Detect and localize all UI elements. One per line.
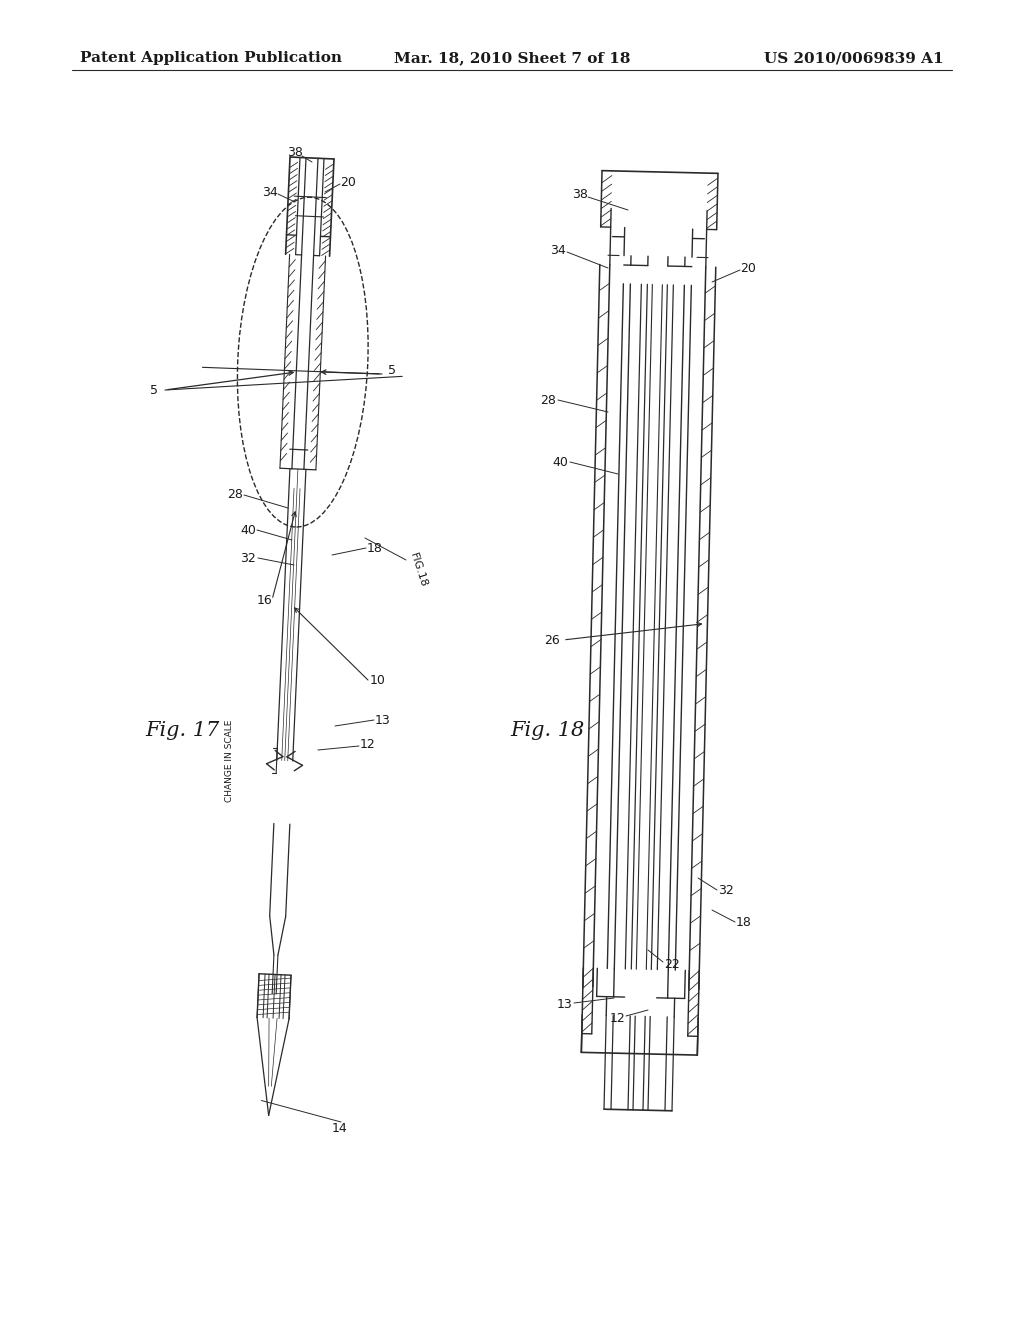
Text: 20: 20 bbox=[340, 176, 356, 189]
Text: 18: 18 bbox=[367, 541, 383, 554]
Text: 12: 12 bbox=[360, 738, 376, 751]
Text: 18: 18 bbox=[736, 916, 752, 928]
Text: 13: 13 bbox=[557, 998, 572, 1011]
Text: 38: 38 bbox=[572, 189, 588, 202]
Text: US 2010/0069839 A1: US 2010/0069839 A1 bbox=[764, 51, 944, 65]
Text: 20: 20 bbox=[740, 261, 756, 275]
Text: 38: 38 bbox=[287, 145, 303, 158]
Text: 13: 13 bbox=[375, 714, 391, 726]
Text: 26: 26 bbox=[544, 634, 560, 647]
Text: 14: 14 bbox=[332, 1122, 348, 1134]
Text: Patent Application Publication: Patent Application Publication bbox=[80, 51, 342, 65]
Text: FIG.18: FIG.18 bbox=[408, 552, 429, 589]
Text: 10: 10 bbox=[370, 673, 386, 686]
Text: Fig. 17: Fig. 17 bbox=[144, 721, 219, 739]
Text: Mar. 18, 2010 Sheet 7 of 18: Mar. 18, 2010 Sheet 7 of 18 bbox=[394, 51, 630, 65]
Text: 16: 16 bbox=[257, 594, 272, 606]
Text: 32: 32 bbox=[240, 552, 256, 565]
Text: 28: 28 bbox=[540, 393, 556, 407]
Text: 5: 5 bbox=[388, 363, 396, 376]
Text: 28: 28 bbox=[227, 488, 243, 502]
Text: 5: 5 bbox=[150, 384, 158, 396]
Text: 40: 40 bbox=[552, 455, 568, 469]
Text: Fig. 18: Fig. 18 bbox=[510, 721, 585, 739]
Text: 32: 32 bbox=[718, 883, 734, 896]
Text: 40: 40 bbox=[240, 524, 256, 536]
Text: 22: 22 bbox=[665, 958, 680, 972]
Text: 34: 34 bbox=[262, 186, 278, 198]
Text: 34: 34 bbox=[550, 243, 566, 256]
Text: CHANGE IN SCALE: CHANGE IN SCALE bbox=[225, 719, 234, 801]
Text: 12: 12 bbox=[610, 1011, 626, 1024]
